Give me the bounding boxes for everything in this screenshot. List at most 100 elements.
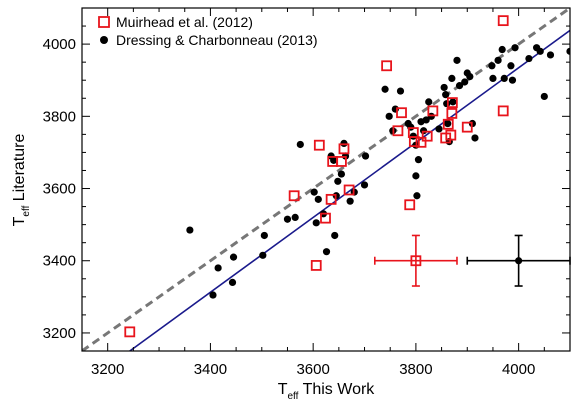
y-tick-label: 3400 bbox=[43, 253, 76, 270]
point-dressing bbox=[385, 112, 393, 120]
legend-label-muirhead: Muirhead et al. (2012) bbox=[116, 14, 253, 30]
point-muirhead bbox=[325, 193, 337, 205]
point-dressing bbox=[334, 177, 342, 185]
point-dressing bbox=[283, 215, 292, 223]
point-dressing bbox=[425, 98, 433, 106]
point-dressing bbox=[360, 181, 369, 189]
x-axis-label-rest: This Work bbox=[298, 381, 375, 398]
y-axis-label-sub: eff bbox=[21, 205, 32, 216]
x-axis-label-sub: eff bbox=[287, 391, 298, 402]
data-points bbox=[124, 15, 570, 338]
point-dressing bbox=[229, 253, 238, 261]
point-dressing bbox=[381, 85, 389, 93]
point-dressing bbox=[455, 82, 464, 90]
point-muirhead bbox=[461, 121, 473, 133]
legend-label-dressing: Dressing & Charbonneau (2013) bbox=[116, 32, 318, 48]
point-dressing bbox=[260, 231, 268, 240]
y-tick-label: 4000 bbox=[43, 36, 76, 53]
point-dressing bbox=[312, 219, 320, 227]
point-dressing bbox=[330, 156, 338, 164]
y-axis-label-rest: Literature bbox=[11, 134, 28, 206]
point-muirhead bbox=[427, 105, 439, 117]
point-dressing bbox=[566, 47, 570, 55]
point-dressing bbox=[412, 172, 420, 180]
point-dressing bbox=[448, 74, 456, 83]
x-tick-label: 3600 bbox=[296, 361, 329, 378]
point-dressing bbox=[310, 188, 318, 196]
plot-frame bbox=[81, 7, 571, 352]
point-dressing bbox=[361, 152, 370, 160]
point-dressing bbox=[440, 83, 448, 92]
y-tick-label: 3600 bbox=[43, 181, 76, 198]
point-muirhead bbox=[497, 15, 509, 27]
point-dressing bbox=[500, 74, 508, 83]
point-dressing bbox=[488, 62, 496, 70]
point-dressing bbox=[525, 54, 533, 63]
point-muirhead bbox=[313, 139, 325, 151]
point-dressing bbox=[508, 76, 517, 84]
point-dressing bbox=[422, 116, 430, 124]
point-dressing bbox=[442, 91, 450, 99]
point-muirhead bbox=[442, 118, 454, 130]
point-dressing bbox=[453, 56, 461, 64]
point-muirhead bbox=[497, 105, 509, 117]
point-dressing bbox=[259, 251, 267, 259]
legend-marker-muirhead bbox=[98, 16, 110, 28]
x-tick-label: 3400 bbox=[194, 361, 227, 378]
point-muirhead bbox=[338, 143, 350, 155]
point-muirhead bbox=[343, 184, 355, 196]
point-dressing bbox=[291, 213, 299, 222]
legend-marker-dressing bbox=[100, 36, 108, 44]
point-dressing bbox=[489, 74, 497, 83]
point-dressing bbox=[461, 78, 469, 86]
point-dressing bbox=[314, 195, 322, 203]
point-muirhead bbox=[404, 199, 416, 211]
point-dressing bbox=[449, 98, 457, 106]
point-muirhead bbox=[381, 60, 393, 72]
point-dressing bbox=[420, 127, 428, 135]
x-tick-label: 4000 bbox=[502, 361, 535, 378]
point-muirhead bbox=[415, 136, 427, 148]
point-muirhead bbox=[310, 260, 322, 271]
point-dressing bbox=[435, 125, 443, 133]
point-muirhead bbox=[421, 130, 433, 142]
x-tick-label: 3800 bbox=[399, 361, 432, 378]
point-dressing bbox=[396, 87, 405, 95]
point-dressing bbox=[471, 134, 479, 142]
point-dressing bbox=[540, 92, 548, 101]
point-muirhead bbox=[392, 125, 404, 137]
point-muirhead bbox=[288, 190, 300, 202]
point-dressing bbox=[511, 44, 519, 52]
point-dressing bbox=[209, 291, 217, 299]
point-dressing bbox=[296, 140, 304, 149]
point-dressing bbox=[494, 56, 502, 64]
point-dressing bbox=[536, 47, 544, 55]
point-muirhead bbox=[446, 108, 458, 119]
axis-ticks bbox=[82, 7, 571, 351]
point-dressing bbox=[340, 139, 348, 147]
point-muirhead bbox=[396, 107, 407, 119]
best-fit-line bbox=[129, 29, 570, 351]
x-tick-label: 3200 bbox=[91, 361, 124, 378]
y-tick-label: 3200 bbox=[43, 325, 76, 342]
point-dressing bbox=[498, 45, 506, 54]
point-dressing bbox=[444, 119, 452, 128]
errorbar-muirhead bbox=[373, 234, 458, 287]
tick-labels: 3200 3400 3600 3800 4000 3200 3400 3600 3800 4000 bbox=[43, 36, 536, 378]
point-muirhead bbox=[336, 156, 347, 167]
point-dressing bbox=[322, 248, 331, 256]
point-dressing bbox=[466, 73, 474, 81]
point-dressing bbox=[186, 226, 194, 234]
point-dressing bbox=[214, 264, 222, 272]
y-axis-label: Teff Literature bbox=[11, 134, 32, 227]
point-dressing bbox=[413, 192, 421, 200]
point-dressing bbox=[346, 197, 354, 205]
point-muirhead bbox=[124, 326, 136, 338]
point-muirhead bbox=[320, 212, 331, 224]
error-bars bbox=[373, 234, 571, 287]
legend: Muirhead et al. (2012) Dressing & Charbo… bbox=[98, 14, 318, 48]
point-dressing bbox=[228, 278, 237, 286]
x-axis-label: Teff This Work bbox=[278, 381, 376, 402]
y-tick-label: 3800 bbox=[43, 108, 76, 125]
point-muirhead bbox=[445, 129, 457, 141]
